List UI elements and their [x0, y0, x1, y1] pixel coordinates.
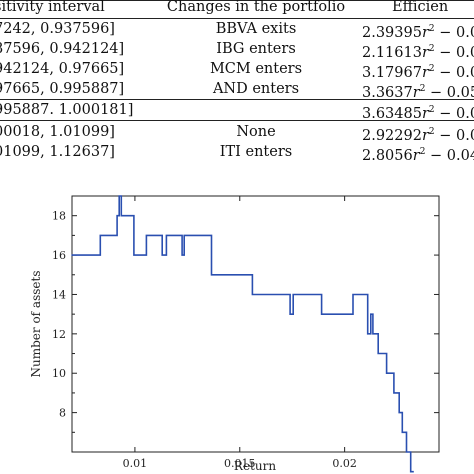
row-efficient-frontier: 2.92292r2 − 0.04: [362, 127, 474, 144]
row-change: None: [236, 124, 276, 140]
row-change: IBG enters: [216, 41, 296, 57]
y-tick-label: 10: [52, 367, 66, 380]
results-table: sitivity interval Changes in the portfol…: [0, 0, 474, 164]
row-interval: 97665, 0.995887]: [0, 81, 125, 97]
row-efficient-frontier: 2.11613r2 − 0.03: [362, 44, 474, 61]
row-interval: 7242, 0.937596]: [0, 21, 115, 37]
x-tick-label: 0.015: [224, 457, 256, 470]
number-of-assets-chart: 0.01 0.015 0.02 8 10 12 14 16 18 Return Number o…: [29, 195, 440, 473]
row-change: AND enters: [212, 81, 300, 97]
axis-ticks: 0.01 0.015 0.02 8 10 12 14 16 18: [52, 195, 439, 470]
row-interval: 00018, 1.01099]: [0, 124, 115, 140]
header-efficient-frontier: Efficien: [392, 0, 449, 15]
section-rule: [0, 99, 474, 100]
row-change: ITI enters: [219, 144, 293, 160]
y-axis-label: Number of assets: [29, 271, 43, 378]
row-interval: 87596, 0.942124]: [0, 41, 125, 57]
x-axis-label: Return: [234, 459, 276, 473]
row-efficient-frontier: 3.63485r2 − 0.06: [362, 105, 474, 122]
x-tick-label: 0.01: [123, 457, 148, 470]
row-interval: 01099, 1.12637]: [0, 144, 115, 160]
header-portfolio-changes: Changes in the portfolio: [166, 0, 346, 15]
y-tick-label: 14: [52, 288, 66, 301]
row-change: MCM enters: [209, 61, 303, 77]
row-change: BBVA exits: [215, 21, 297, 37]
section-rule: [0, 120, 474, 121]
y-tick-label: 18: [52, 210, 66, 223]
row-efficient-frontier: 2.39395r2 − 0.03: [362, 24, 474, 41]
row-interval: 942124, 0.97665]: [0, 61, 125, 77]
header-rule: [0, 18, 474, 19]
plot-frame: [71, 195, 440, 453]
x-tick-label: 0.02: [332, 457, 357, 470]
row-interval: 995887. 1.000181]: [0, 102, 134, 118]
header-sensitivity-interval: sitivity interval: [0, 0, 105, 15]
y-tick-label: 16: [52, 249, 66, 262]
row-efficient-frontier: 2.8056r2 − 0.045: [362, 147, 474, 164]
row-efficient-frontier: 3.3637r2 − 0.056: [362, 84, 474, 101]
series-line: [71, 195, 414, 473]
y-tick-label: 8: [59, 407, 66, 420]
row-efficient-frontier: 3.17967r2 − 0.05: [362, 64, 474, 81]
table-top-rule: [0, 0, 474, 1]
y-tick-label: 12: [52, 328, 66, 341]
